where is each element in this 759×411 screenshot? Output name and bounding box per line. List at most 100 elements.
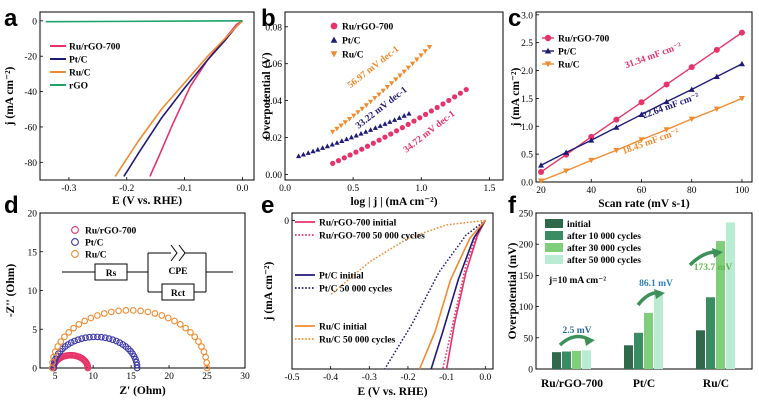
- panel-c-capacitance-annotation: 31.34 mF cm⁻²: [624, 41, 683, 71]
- panel-f-legend-swatch: [545, 219, 563, 228]
- panel-c-plot-frame: [535, 11, 753, 183]
- panel-c-data-point: [613, 124, 620, 130]
- panel-d-x-tick-label: 5: [53, 372, 58, 382]
- panel-d-data-point: [54, 343, 62, 350]
- panel-b-data-point: [347, 152, 353, 158]
- panel-f-bar: [562, 351, 571, 369]
- panel-c-data-point: [713, 73, 720, 80]
- panel-f-shift-annotation: 2.5 mV: [562, 326, 591, 336]
- panel-label-e: e: [261, 192, 274, 219]
- panel-d-x-axis-label: Z' (Ohm): [119, 385, 165, 397]
- panel-c-data-point: [613, 116, 620, 123]
- panel-e-y-axis-label: j (mA cm⁻²): [263, 261, 275, 321]
- panel-e-chart: -0.5 -0.4 -0.3 -0.2 -0.1 0.0 0 E (V vs. RHE) j (…: [263, 212, 494, 398]
- panel-b-data-point: [364, 143, 371, 149]
- panel-b-data-point: [405, 121, 411, 127]
- panel-a-series-line: [123, 20, 243, 177]
- panel-b-data-point: [387, 119, 393, 124]
- panel-a-x-axis-label: E (V vs. RHE): [112, 195, 182, 207]
- panel-b-data-point: [405, 65, 411, 71]
- panel-b-data-point: [348, 134, 355, 140]
- panel-b-data-point: [457, 90, 464, 96]
- panel-e-x-tick-label: -0.5: [284, 373, 299, 383]
- panel-b-data-point: [388, 81, 395, 86]
- panel-a-legend-label: Pt/C: [69, 56, 88, 66]
- panel-f-shift-annotation: 86.1 mV: [639, 279, 673, 289]
- panel-b-data-point: [310, 148, 316, 154]
- panel-d-data-point: [133, 364, 141, 372]
- panel-b-data-point: [305, 150, 311, 155]
- panel-b-data-point: [401, 69, 407, 75]
- panel-f-bar: [582, 350, 591, 369]
- cpe-plate-left: [170, 244, 178, 262]
- panel-f-y-tick-label: 150: [519, 272, 534, 282]
- panel-b-legend-label: Ru/rGO-700: [342, 23, 393, 33]
- panel-b-y-tick-label: 0.02: [265, 134, 282, 144]
- panel-label-a: a: [4, 5, 18, 32]
- panel-e-x-tick-label: -0.2: [400, 373, 415, 383]
- panel-c-y-tick-label: 0.5: [521, 151, 533, 161]
- panel-b-data-point: [410, 61, 416, 67]
- panel-label-c: c: [508, 5, 521, 32]
- panel-d-x-tick-label: 30: [240, 372, 250, 382]
- panel-b-data-point: [428, 108, 434, 114]
- panel-f-y-tick-label: 200: [519, 241, 534, 251]
- panel-b-data-point: [446, 97, 452, 104]
- panel-a-series-line: [114, 20, 243, 177]
- panel-b-slope-annotation: 34.72 mV dec-1: [402, 109, 457, 155]
- panel-b-data-point: [346, 116, 353, 122]
- panel-c-y-tick-label: 2.0: [521, 67, 533, 77]
- panel-d-data-point: [129, 307, 137, 314]
- panel-b-data-point: [380, 88, 386, 94]
- panel-d-data-point: [202, 353, 209, 361]
- panel-b-x-tick-label: 0.5: [347, 184, 359, 194]
- panel-b-y-tick-label: 0.08: [265, 23, 282, 33]
- panel-d-data-point: [100, 310, 108, 317]
- panel-b-data-point: [422, 49, 428, 54]
- panel-a-y-tick-label: -20: [24, 53, 37, 63]
- equivalent-circuit-diagram: Rs CPE Rct: [62, 244, 233, 301]
- panel-b-data-point: [391, 117, 398, 122]
- panel-d-data-point: [101, 334, 109, 342]
- panel-b-data-point: [372, 96, 378, 101]
- panel-d-data-point: [203, 359, 211, 366]
- panel-e-x-tick-label: -0.4: [323, 373, 338, 383]
- panel-f-legend-swatch: [545, 243, 563, 252]
- panel-b-data-point: [376, 92, 382, 98]
- panel-b-legend-marker: [330, 22, 338, 30]
- panel-c-data-point: [588, 133, 595, 140]
- panel-d-data-point: [67, 339, 75, 347]
- panel-c-data-point: [588, 157, 595, 164]
- panel-d-y-axis-label: -Z'' (Ohm): [5, 264, 17, 318]
- panel-c-y-tick-label: 2.5: [521, 39, 533, 49]
- panel-b-data-point: [339, 138, 345, 143]
- panel-b-data-point: [368, 127, 374, 132]
- panel-e-legend-label: Ru/rGO-700 initial: [319, 219, 397, 229]
- panel-d-data-point: [105, 335, 113, 342]
- panel-f-bar: [552, 352, 561, 369]
- panel-a-y-tick-label: -40: [24, 88, 37, 98]
- panel-b-data-point: [370, 140, 376, 146]
- panel-d-data-point: [187, 328, 194, 336]
- panel-b-data-point: [353, 149, 359, 155]
- panel-c-data-point: [563, 168, 570, 174]
- panel-d-x-tick-label: 10: [88, 372, 98, 382]
- panel-f-bar: [634, 332, 643, 369]
- panel-c-legend-label: Pt/C: [558, 48, 577, 58]
- panel-d-legend-label: Ru/rGO-700: [85, 227, 136, 237]
- panel-c-data-point: [538, 178, 545, 184]
- cpe-label: CPE: [169, 267, 188, 277]
- panel-b-data-point: [358, 130, 364, 136]
- panel-c-data-point: [638, 137, 645, 143]
- panel-c-data-point: [738, 60, 745, 67]
- panel-f-y-axis-label: Overpotential (mV): [507, 242, 519, 339]
- panel-b-data-point: [324, 143, 331, 149]
- panel-b-data-point: [338, 123, 344, 129]
- panel-b-data-point: [342, 120, 348, 125]
- panel-f-bar: [706, 297, 715, 369]
- panel-b-data-point: [411, 118, 417, 124]
- panel-c-data-point: [738, 95, 745, 102]
- panel-f-legend-label: after 50 000 cycles: [567, 256, 641, 266]
- panel-c-legend-label: Ru/C: [558, 61, 580, 71]
- panel-f-y-tick-label: 250: [519, 210, 534, 220]
